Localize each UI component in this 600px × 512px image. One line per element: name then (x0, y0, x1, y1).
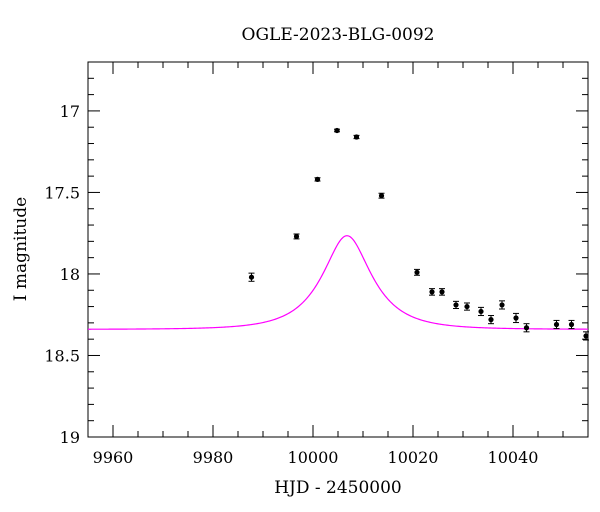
y-tick-label: 17 (60, 102, 80, 121)
data-point (378, 193, 385, 199)
data-point (568, 321, 575, 328)
plot-area: 9960 9980 10000 10020 10040 17 17.5 18 18.5 19 (44, 61, 589, 467)
model-curve (88, 235, 588, 330)
chart-title: OGLE-2023-BLG-0092 (242, 25, 435, 45)
data-point (353, 134, 360, 140)
data-point (488, 317, 494, 323)
x-tick-label: 10040 (488, 448, 539, 467)
data-point (499, 302, 505, 308)
data-point (478, 308, 484, 315)
y-tick-label: 17.5 (44, 183, 80, 202)
y-tick-label: 19 (60, 428, 80, 447)
data-point (293, 233, 300, 240)
data-point (248, 274, 255, 280)
data-point (334, 127, 340, 134)
y-tick-label: 18 (60, 265, 80, 284)
y-axis-label: I magnitude (11, 197, 31, 301)
data-point (513, 315, 519, 321)
x-tick-label: 9980 (193, 448, 234, 467)
x-tick-label: 10000 (288, 448, 339, 467)
x-tick-label: 9960 (93, 448, 134, 467)
data-point (439, 289, 445, 295)
data-point (583, 333, 589, 339)
x-axis-label: HJD - 2450000 (274, 478, 402, 498)
data-point (523, 325, 530, 331)
x-tick-label: 10020 (388, 448, 439, 467)
data-point (314, 176, 321, 182)
data-point (429, 289, 435, 295)
data-point (414, 269, 420, 275)
data-point (553, 321, 560, 328)
data-point (453, 302, 459, 308)
plot-frame (87, 61, 589, 438)
y-tick-label: 18.5 (44, 346, 80, 365)
data-point (464, 303, 470, 310)
